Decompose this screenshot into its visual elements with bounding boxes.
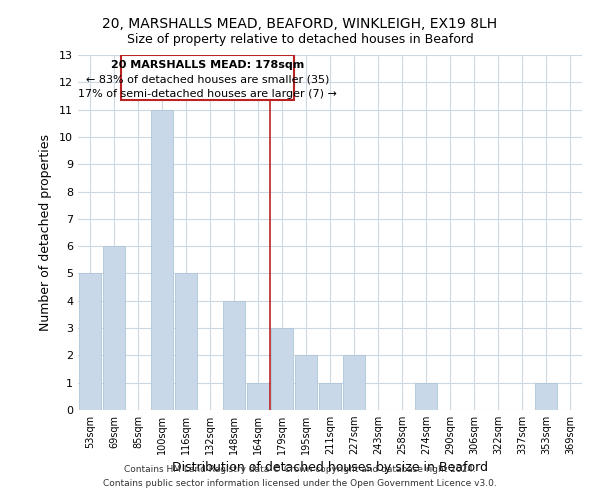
Bar [151, 110, 173, 410]
Bar [319, 382, 341, 410]
Y-axis label: Number of detached properties: Number of detached properties [39, 134, 52, 331]
Bar [121, 55, 294, 100]
Text: Size of property relative to detached houses in Beaford: Size of property relative to detached ho… [127, 32, 473, 46]
Text: 17% of semi-detached houses are larger (7) →: 17% of semi-detached houses are larger (… [78, 89, 337, 99]
Text: Contains HM Land Registry data © Crown copyright and database right 2024.
Contai: Contains HM Land Registry data © Crown c… [103, 466, 497, 487]
Bar [295, 356, 317, 410]
Bar [223, 301, 245, 410]
Bar [175, 274, 197, 410]
Bar [415, 382, 437, 410]
Text: ← 83% of detached houses are smaller (35): ← 83% of detached houses are smaller (35… [86, 74, 329, 85]
Text: 20, MARSHALLS MEAD, BEAFORD, WINKLEIGH, EX19 8LH: 20, MARSHALLS MEAD, BEAFORD, WINKLEIGH, … [103, 18, 497, 32]
Bar [535, 382, 557, 410]
Bar [79, 274, 101, 410]
X-axis label: Distribution of detached houses by size in Beaford: Distribution of detached houses by size … [172, 462, 488, 474]
Text: 20 MARSHALLS MEAD: 178sqm: 20 MARSHALLS MEAD: 178sqm [111, 60, 304, 70]
Bar [343, 356, 365, 410]
Bar [103, 246, 125, 410]
Bar [247, 382, 269, 410]
Bar [271, 328, 293, 410]
